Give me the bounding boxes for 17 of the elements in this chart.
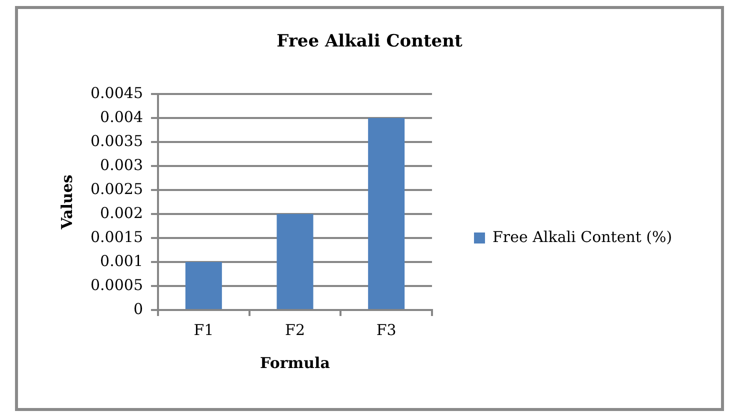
x-tick-label: F3: [376, 320, 396, 339]
x-tick-label: F1: [194, 320, 214, 339]
y-tick-label: 0: [133, 300, 143, 318]
y-tick-label: 0.002: [100, 204, 143, 222]
y-tick-label: 0.004: [100, 108, 143, 126]
y-axis-title: Values: [58, 174, 76, 230]
legend-label: Free Alkali Content (%): [492, 228, 672, 246]
x-tick-label: F2: [285, 320, 305, 339]
y-tick-label: 0.0025: [90, 180, 143, 198]
y-tick-label: 0.003: [100, 156, 143, 174]
chart-title: Free Alkali Content: [276, 32, 462, 52]
x-axis-title: Formula: [260, 354, 330, 372]
y-tick-label: 0.0005: [90, 276, 143, 294]
y-tick-label: 0.0035: [90, 132, 143, 150]
y-tick-label: 0.0015: [90, 228, 143, 246]
y-tick-label: 0.0045: [90, 84, 143, 102]
y-tick-label: 0.001: [100, 252, 143, 270]
